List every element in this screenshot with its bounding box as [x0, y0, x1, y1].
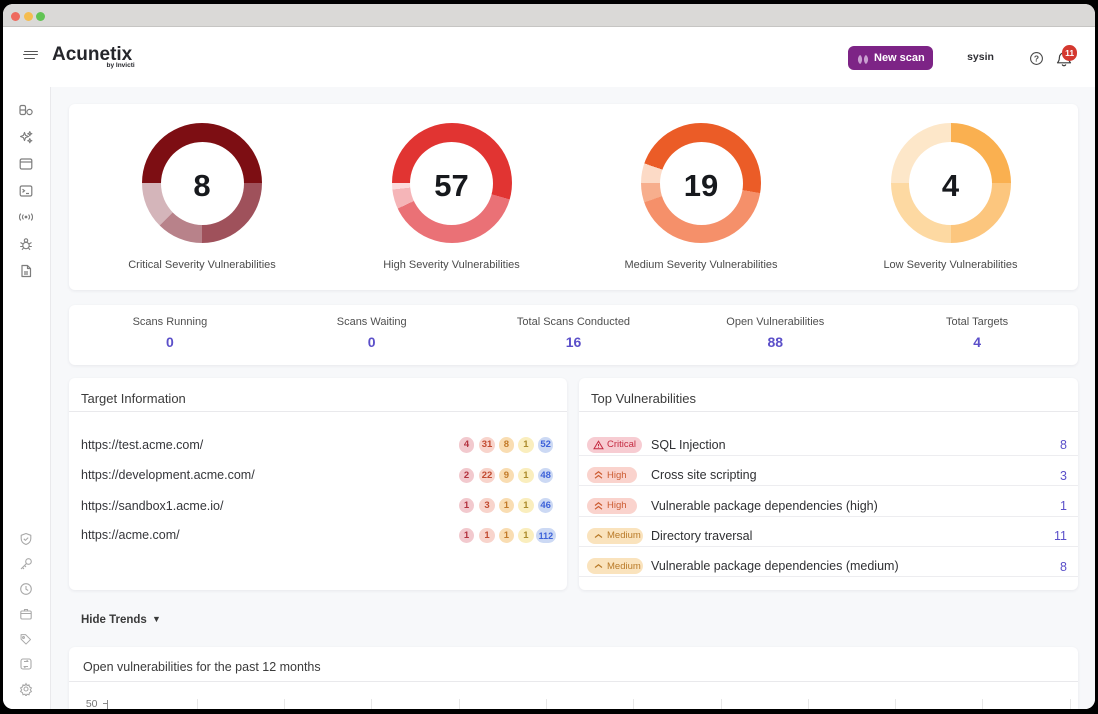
svg-text:?: ?	[1034, 53, 1039, 63]
